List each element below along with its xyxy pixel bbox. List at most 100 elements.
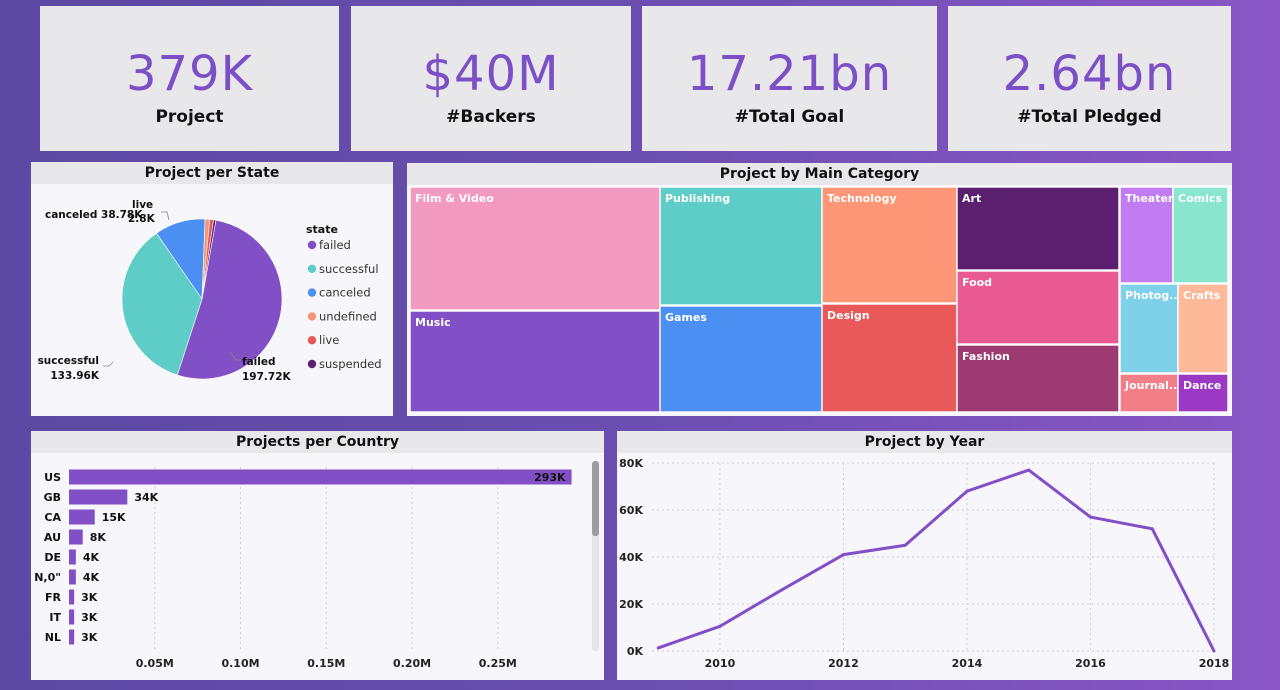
line-point-2010[interactable] xyxy=(718,624,722,628)
line-point-2013[interactable] xyxy=(903,543,907,547)
treemap-tile-Dance[interactable] xyxy=(1177,373,1229,413)
treemap-tile-Publishing[interactable] xyxy=(659,186,823,306)
y-tick-label: GB xyxy=(44,491,61,504)
legend-item-undefined[interactable]: undefined xyxy=(319,309,377,323)
line-point-2009[interactable] xyxy=(656,646,660,650)
treemap-label: Games xyxy=(665,311,707,324)
pie-slice-successful[interactable] xyxy=(121,232,203,376)
bar-data-label: 15K xyxy=(102,511,126,524)
treemap-label: Technology xyxy=(827,192,897,205)
y-tick-label: FR xyxy=(45,591,62,604)
pie-chart[interactable]: failed 197.72K successful 133.96K canceled 3… xyxy=(31,162,393,416)
scrollbar-thumb[interactable] xyxy=(592,461,599,536)
legend-item-successful[interactable]: successful xyxy=(319,262,379,276)
bar-AU[interactable] xyxy=(69,529,83,545)
kpi-value: 17.21bn xyxy=(686,46,893,102)
legend-marker-undefined xyxy=(307,312,317,321)
bar-DE[interactable] xyxy=(69,549,76,565)
bar-GB[interactable] xyxy=(69,489,128,505)
treemap-label: Theater xyxy=(1125,192,1174,205)
y-tick-label: N,0" xyxy=(34,571,61,584)
treemap-tile-Design[interactable] xyxy=(821,303,958,413)
bar-FR[interactable] xyxy=(69,589,75,605)
y-tick-label: AU xyxy=(44,531,61,544)
treemap-label: Food xyxy=(962,276,992,289)
legend-title: state xyxy=(306,223,338,236)
treemap-tile-Art[interactable] xyxy=(956,186,1120,271)
line-point-2018[interactable] xyxy=(1212,649,1216,653)
treemap-tile-Journal...[interactable] xyxy=(1119,373,1179,413)
pie-data-label: successful xyxy=(38,355,99,367)
bar-N,0"[interactable] xyxy=(69,569,76,585)
chart-title: Project by Year xyxy=(617,431,1232,453)
year-line-panel[interactable]: Project by Year 0K 20K 40K 60K 80K 2010 2012 20… xyxy=(617,431,1232,680)
legend-marker-failed xyxy=(307,240,317,250)
treemap-tile-Music[interactable] xyxy=(409,310,663,413)
pie-slice-failed[interactable] xyxy=(176,219,283,380)
legend-marker-suspended xyxy=(307,359,317,369)
legend-item-suspended[interactable]: suspended xyxy=(319,357,382,371)
country-bar-panel[interactable]: Projects per Country 0.05M 0.10M 0.15M 0.20… xyxy=(31,431,604,680)
line-series[interactable] xyxy=(657,468,1216,652)
pie-chart-panel[interactable]: Project per State failed 197.72K successfu… xyxy=(31,162,393,416)
line-point-2015[interactable] xyxy=(1027,468,1031,472)
pie-slice-suspended[interactable] xyxy=(201,219,217,300)
x-tick-label: 0.10M xyxy=(221,657,259,670)
bar-data-label: 293K xyxy=(534,471,566,484)
x-tick-label: 2010 xyxy=(705,657,736,670)
chart-title: Project per State xyxy=(31,162,393,184)
y-tick-label: DE xyxy=(44,551,61,564)
kpi-label: #Total Goal xyxy=(734,107,845,127)
treemap-tile-Games[interactable] xyxy=(659,305,823,413)
x-tick-label: 2014 xyxy=(952,657,983,670)
y-tick-label: 60K xyxy=(619,504,643,517)
line-point-2014[interactable] xyxy=(965,489,969,493)
bar-CA[interactable] xyxy=(69,509,95,525)
line-point-2016[interactable] xyxy=(1088,515,1092,519)
bar-data-label: 4K xyxy=(83,551,100,564)
bar-data-label: 3K xyxy=(81,591,98,604)
kpi-card-backers: $40M #Backers xyxy=(351,6,631,151)
legend-marker-canceled xyxy=(307,288,317,297)
treemap-tile-Fashion[interactable] xyxy=(956,344,1120,413)
kpi-value: $40M xyxy=(422,46,560,102)
kpi-card-total-goal: 17.21bn #Total Goal xyxy=(642,6,937,151)
y-tick-label: 80K xyxy=(619,457,643,470)
kpi-value: 379K xyxy=(125,46,254,102)
bar-NL[interactable] xyxy=(69,629,75,645)
kpi-label: #Backers xyxy=(446,107,536,127)
treemap-tile-Film & Video[interactable] xyxy=(409,186,663,311)
legend-item-failed[interactable]: failed xyxy=(319,238,351,252)
treemap-label: Photog... xyxy=(1125,289,1182,302)
country-bar-chart[interactable]: 0.05M 0.10M 0.15M 0.20M 0.25M US 293K GB 34K CA 15… xyxy=(31,431,604,680)
treemap-label: Publishing xyxy=(665,192,730,205)
treemap-label: Comics xyxy=(1178,192,1222,205)
treemap-label: Crafts xyxy=(1183,289,1221,302)
bar-IT[interactable] xyxy=(69,609,75,625)
treemap-chart[interactable]: Film & Video Music Publishing Games Technolo… xyxy=(407,163,1232,416)
treemap-tile-Food[interactable] xyxy=(956,270,1120,345)
pie-data-label: live xyxy=(132,199,153,211)
pie-leader-line xyxy=(229,351,241,361)
treemap-label: Journal... xyxy=(1124,379,1181,392)
kpi-label: Project xyxy=(155,107,224,127)
x-tick-label: 0.15M xyxy=(307,657,345,670)
x-tick-label: 0.20M xyxy=(393,657,431,670)
line-point-2017[interactable] xyxy=(1150,527,1154,531)
bar-data-label: 4K xyxy=(83,571,100,584)
treemap-tile-Comics[interactable] xyxy=(1172,186,1229,284)
pie-data-label: 133.96K xyxy=(50,370,100,382)
bar-data-label: 3K xyxy=(81,611,98,624)
bar-US[interactable] xyxy=(69,469,572,485)
legend-item-live[interactable]: live xyxy=(319,333,339,347)
year-line-chart[interactable]: 0K 20K 40K 60K 80K 2010 2012 2014 2016 2018 xyxy=(617,431,1232,680)
bar-data-label: 8K xyxy=(90,531,107,544)
legend-item-canceled[interactable]: canceled xyxy=(319,286,371,300)
treemap-tile-Crafts[interactable] xyxy=(1177,283,1229,374)
pie-data-label: failed xyxy=(242,356,276,368)
line-point-2011[interactable] xyxy=(780,588,784,592)
treemap-label: Dance xyxy=(1183,379,1221,392)
line-point-2012[interactable] xyxy=(841,553,845,557)
treemap-panel[interactable]: Project by Main Category Film & Video Mus… xyxy=(407,163,1232,416)
kpi-card-total-pledged: 2.64bn #Total Pledged xyxy=(948,6,1231,151)
